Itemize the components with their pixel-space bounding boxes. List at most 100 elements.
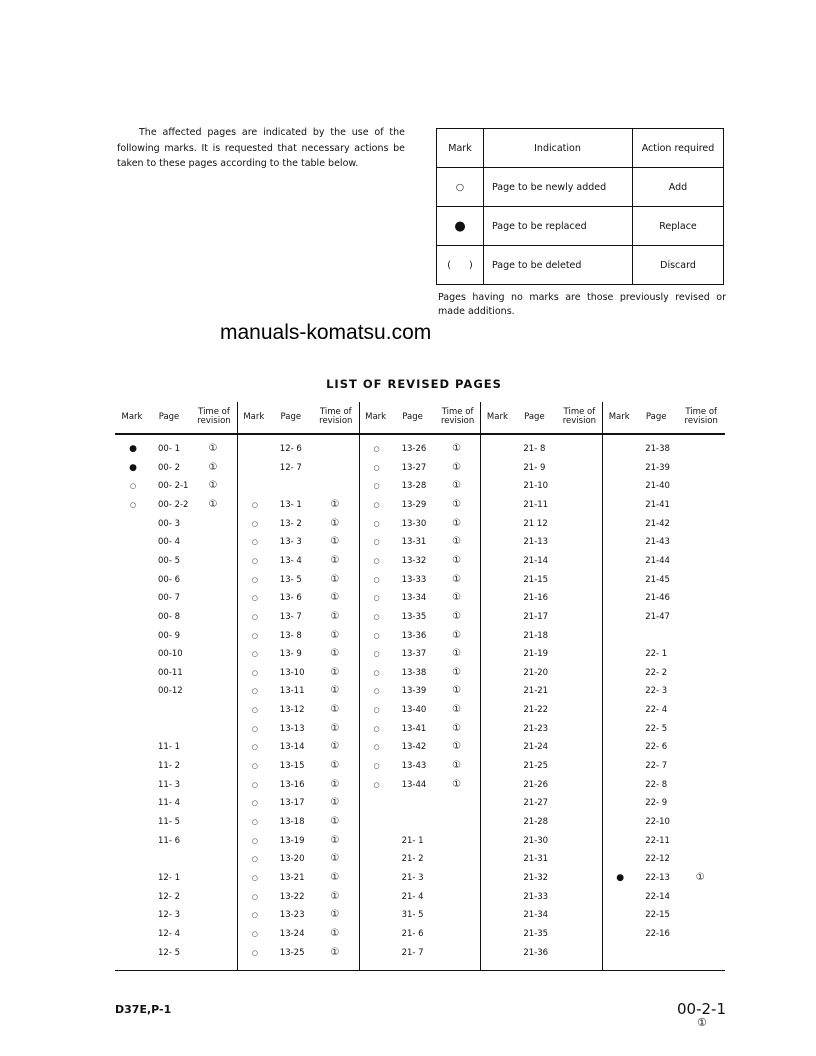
page-number: 12- 3 [158, 910, 180, 921]
open-circle-icon: ○ [251, 706, 258, 715]
legend-header-action: Action required [632, 128, 724, 168]
page-number: 13-12 [279, 705, 305, 716]
legend-header-indication: Indication [483, 128, 633, 168]
open-circle-icon: ○ [373, 612, 380, 621]
revision-1-icon: ① [452, 592, 462, 604]
page-number: 21- 7 [401, 947, 424, 958]
page-number: 21-14 [523, 555, 549, 566]
page-number: 22-15 [645, 910, 670, 921]
open-circle-icon: ○ [251, 631, 258, 640]
revision-1-icon: ① [452, 666, 462, 678]
revision-1-icon: ① [452, 722, 462, 734]
revision-1-icon: ① [330, 853, 340, 865]
page-number: 13-30 [401, 518, 427, 529]
page-number: 21-24 [523, 742, 549, 753]
open-circle-icon: ○ [251, 836, 258, 845]
page-number: 13- 1 [279, 499, 302, 510]
page-number: 21-27 [523, 798, 549, 809]
column-divider [602, 402, 604, 970]
revision-1-icon: ① [330, 592, 340, 604]
revision-1-icon: ① [452, 648, 462, 660]
page-number: 21-45 [645, 574, 670, 585]
page-number: 13-29 [401, 499, 427, 510]
page-number: 21-33 [523, 891, 549, 902]
watermark-logo: manuals-komatsu.com [220, 321, 432, 344]
header-time-of-revision: Time of revision [440, 407, 475, 426]
filled-circle-icon: ● [129, 444, 137, 454]
legend-action: Add [632, 167, 724, 207]
column-divider [480, 402, 482, 970]
open-circle-icon: ○ [251, 929, 258, 938]
page-number: 13-16 [279, 779, 305, 790]
open-circle-icon: ○ [251, 575, 258, 584]
page-number: 21-16 [523, 593, 549, 604]
page-title: LIST OF REVISED PAGES [326, 377, 502, 391]
page-number: 21-11 [523, 499, 549, 510]
page-number: 13-14 [279, 742, 305, 753]
page-number: 11- 6 [158, 835, 180, 846]
page-number: 13-26 [401, 444, 427, 454]
page-number: 00-10 [158, 649, 183, 660]
page-number: 21-34 [523, 910, 549, 921]
page-number: 11- 4 [158, 798, 180, 809]
page-number: 13-39 [401, 686, 427, 697]
revision-1-icon: ① [452, 443, 462, 454]
revision-1-icon: ① [452, 704, 462, 716]
marks-legend-table: Mark Indication Action required ○ Page t… [436, 128, 724, 285]
page-number: 00- 1 [158, 444, 180, 454]
page-number: 00- 3 [158, 518, 180, 529]
header-time-of-revision: Time of revision [319, 407, 353, 426]
open-circle-icon: ○ [373, 762, 380, 771]
page-number: 22- 8 [645, 779, 668, 790]
page-number: 21-42 [645, 518, 670, 529]
page-number: 21- 3 [401, 872, 424, 883]
page-number: 13-24 [279, 928, 305, 939]
legend-indication: Page to be deleted [483, 245, 633, 285]
page-number: 13- 6 [279, 593, 302, 604]
open-circle-icon: ○ [251, 556, 258, 565]
page-number: 13-34 [401, 593, 427, 604]
open-circle-icon: ○ [251, 612, 258, 621]
page-number: 13-37 [401, 649, 427, 660]
revision-1-icon: ① [330, 666, 340, 678]
revision-1-icon: ① [330, 890, 340, 902]
page-number: 12- 6 [279, 444, 302, 454]
page-number: 21-21 [523, 686, 549, 697]
page-number: 21 12 [523, 518, 548, 529]
header-page: Page [280, 411, 302, 422]
page-number: 13-31 [401, 537, 427, 548]
page-number: 21-22 [523, 705, 549, 716]
page-number: 13-11 [279, 686, 305, 697]
page-number: 21-35 [523, 928, 549, 939]
open-circle-icon: ○ [373, 519, 380, 528]
parentheses-icon: ( ) [436, 245, 484, 285]
page-number: 00- 7 [158, 593, 180, 604]
open-circle-icon: ○ [373, 631, 380, 640]
page-number: 21-39 [645, 462, 670, 473]
revision-1-icon: ① [330, 629, 340, 641]
page-number: 21-44 [645, 555, 670, 566]
revision-1-icon: ① [330, 871, 340, 883]
open-circle-icon: ○ [251, 855, 258, 864]
page-number: 21-26 [523, 779, 549, 790]
revision-1-icon: ① [330, 778, 340, 790]
legend-header-mark: Mark [436, 128, 484, 168]
page-number: 22- 6 [645, 742, 668, 753]
page-number: 21-28 [523, 817, 549, 827]
revision-1-icon: ① [695, 871, 705, 883]
revision-1-icon: ① [452, 629, 462, 641]
page-number: 22-14 [645, 891, 670, 902]
open-circle-icon: ○ [251, 818, 258, 826]
page-number: 22-16 [645, 928, 670, 939]
page-number: 12- 2 [158, 891, 180, 902]
page-number: 21-10 [523, 481, 549, 492]
page-number: 13-19 [279, 835, 305, 846]
page-number: 21-15 [523, 574, 549, 585]
open-circle-icon: ○ [251, 743, 258, 752]
page-number: 21-13 [523, 537, 549, 548]
page-number: 21- 6 [401, 928, 424, 939]
page-number: 13- 2 [279, 518, 302, 529]
header-page: Page [402, 411, 423, 422]
page-number: 00- 5 [158, 555, 180, 566]
footer-revision-icon: ① [697, 1016, 707, 1029]
